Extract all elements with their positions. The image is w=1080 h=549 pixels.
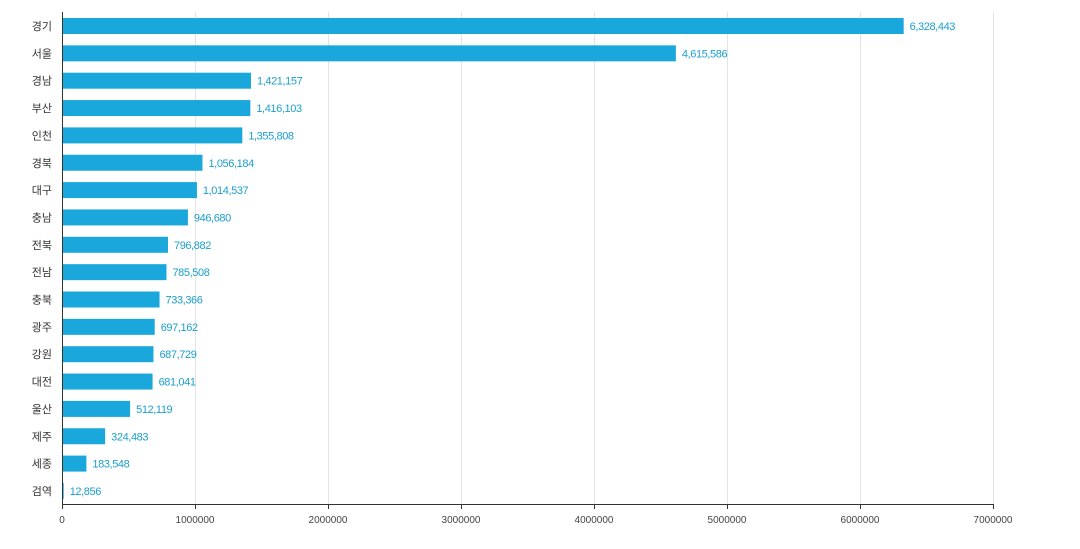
bar	[62, 154, 203, 171]
grid-lines	[195, 12, 994, 504]
data-label: 1,416,103	[256, 103, 302, 115]
bar	[62, 100, 251, 117]
bar	[62, 182, 197, 199]
x-tick-label: 0	[59, 515, 65, 526]
x-tick-labels: 0 1000000 2000000 3000000 4000000 5000000 6000…	[59, 504, 1013, 526]
bar	[62, 264, 167, 281]
x-tick-label: 2000000	[309, 515, 348, 526]
category-label: 강원	[32, 348, 52, 361]
category-label: 광주	[32, 321, 52, 334]
data-label: 1,056,184	[208, 158, 254, 170]
bar	[62, 45, 676, 62]
data-label: 733,366	[166, 295, 203, 307]
category-label: 경남	[32, 75, 52, 88]
data-label: 183,548	[92, 459, 129, 471]
data-label: 796,882	[174, 240, 211, 252]
category-label: 충북	[32, 294, 52, 307]
x-tick-label: 3000000	[442, 515, 481, 526]
data-label: 681,041	[159, 377, 196, 389]
category-label: 충남	[32, 211, 52, 224]
category-label: 부산	[32, 102, 52, 115]
bars	[62, 18, 904, 499]
data-label: 1,421,157	[257, 76, 303, 88]
data-label: 512,119	[136, 404, 172, 416]
bar	[62, 209, 188, 226]
bar	[62, 236, 168, 253]
data-label: 946,680	[194, 212, 231, 224]
category-label: 서울	[32, 47, 52, 60]
bar	[62, 18, 904, 34]
data-label: 687,729	[159, 349, 196, 361]
category-label: 인천	[32, 128, 52, 142]
bar	[62, 455, 87, 472]
data-label: 697,162	[161, 322, 198, 334]
bar	[62, 127, 243, 144]
bar	[62, 400, 131, 417]
bar	[62, 373, 153, 390]
category-label: 제주	[32, 430, 52, 443]
bar	[62, 346, 154, 363]
category-label: 검역	[32, 485, 52, 498]
category-label: 경북	[32, 157, 52, 170]
x-tick-label: 5000000	[708, 515, 747, 526]
data-label: 785,508	[172, 267, 209, 279]
category-label: 세종	[32, 458, 52, 471]
x-tick-label: 7000000	[974, 515, 1013, 526]
data-labels: 6,328,443 4,615,586 1,421,157 1,416,103 1,35…	[70, 21, 956, 498]
x-tick-label: 6000000	[841, 515, 880, 526]
data-label: 324,483	[111, 431, 148, 443]
data-label: 6,328,443	[910, 21, 956, 33]
bar	[62, 72, 252, 89]
bar	[62, 291, 160, 308]
bar	[62, 318, 155, 335]
data-label: 4,615,586	[682, 48, 728, 60]
category-label: 전남	[32, 266, 52, 279]
data-label: 1,355,808	[248, 130, 294, 142]
category-label: 대구	[32, 184, 52, 197]
x-tick-label: 1000000	[176, 515, 215, 526]
category-label: 경기	[32, 20, 52, 33]
category-label: 대전	[32, 376, 52, 389]
x-tick-label: 4000000	[575, 515, 614, 526]
category-label: 울산	[32, 403, 52, 416]
data-label: 12,856	[70, 486, 102, 498]
category-label: 전북	[32, 239, 52, 252]
data-label: 1,014,537	[203, 185, 249, 197]
bar	[62, 428, 106, 445]
